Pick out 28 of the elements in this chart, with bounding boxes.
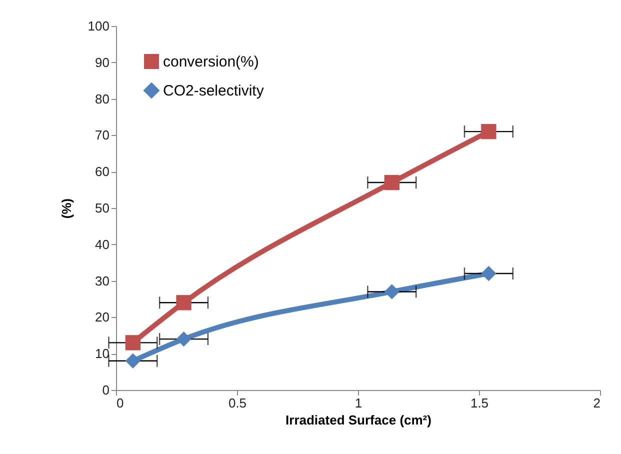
x-tick-label: 0: [116, 396, 124, 410]
y-tick-label: 30: [95, 273, 110, 288]
point: [176, 295, 192, 310]
x-tick-label: 0.5: [228, 396, 247, 410]
x-axis-title: Irradiated Surface (cm²): [286, 412, 432, 428]
point: [481, 266, 496, 282]
legend-label: conversion(%): [163, 54, 259, 70]
point: [176, 331, 192, 347]
y-tick-label: 100: [88, 18, 110, 34]
y-tick-label: 40: [95, 236, 110, 252]
point: [384, 284, 400, 300]
y-tick-label: 10: [95, 346, 110, 362]
y-tick-label: 70: [95, 128, 110, 143]
x-tick-label: 1: [354, 396, 362, 410]
y-tick-label: 50: [95, 200, 110, 216]
x-tick-label: 1.5: [470, 396, 489, 410]
y-tick-label: 20: [95, 310, 110, 325]
point: [125, 353, 141, 368]
y-tick-label: 0: [102, 382, 110, 398]
y-axis-title: (%): [58, 198, 74, 219]
point: [384, 174, 400, 190]
point: [481, 124, 496, 140]
point: [125, 335, 141, 350]
y-tick-label: 60: [95, 164, 110, 180]
x-tick-label: 2: [593, 396, 600, 410]
y-tick-label: 80: [95, 91, 110, 106]
y-tick-label: 90: [95, 54, 110, 70]
legend-label: CO2-selectivity: [163, 82, 264, 100]
